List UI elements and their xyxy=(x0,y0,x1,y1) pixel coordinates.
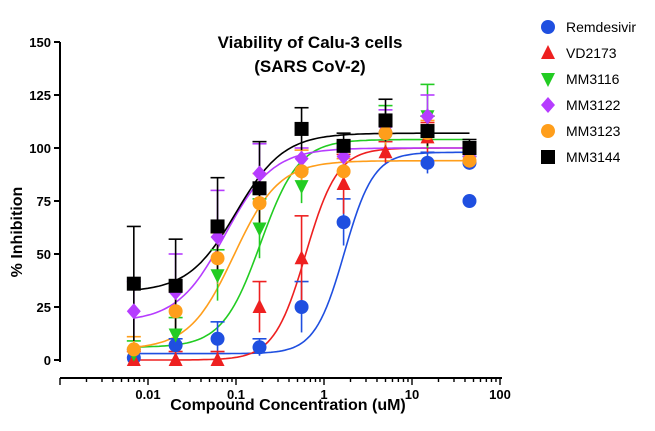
vd2173-point xyxy=(378,144,393,159)
mm3123-point xyxy=(210,251,225,266)
mm3116-point xyxy=(294,180,309,195)
mm3116-point xyxy=(210,269,225,284)
vd2173-point xyxy=(168,352,183,366)
x-tick-label: 10 xyxy=(405,387,419,402)
mm3144-point xyxy=(378,113,393,128)
mm3123-point xyxy=(252,196,267,211)
legend-remdesivir-label: Remdesivir xyxy=(566,19,636,35)
vd2173-point xyxy=(252,299,267,313)
remdesivir-point xyxy=(420,155,435,170)
x-tick-label: 0.01 xyxy=(135,387,160,402)
remdesivir-fit-curve xyxy=(133,151,470,355)
legend: Remdesivir VD2173 MM3116 MM3122 MM3123 MM3144 xyxy=(541,19,636,165)
mm3144-point xyxy=(126,276,141,291)
mm3123-point xyxy=(168,304,183,319)
remdesivir-point xyxy=(462,194,477,208)
mm3123-point xyxy=(378,126,393,141)
x-tick-label: 100 xyxy=(489,387,511,402)
legend-vd2173-marker xyxy=(541,45,555,59)
mm3122-point xyxy=(420,108,435,125)
y-tick-label: 75 xyxy=(37,194,51,209)
mm3144-point xyxy=(462,141,477,155)
y-tick-label: 50 xyxy=(37,247,51,262)
y-axis-title: % Inhibition xyxy=(9,187,26,278)
legend-mm3122-label: MM3122 xyxy=(566,97,621,113)
y-tick-label: 25 xyxy=(37,300,51,315)
mm3122-point xyxy=(126,303,141,320)
remdesivir-point xyxy=(168,338,183,353)
legend-mm3116-marker xyxy=(541,73,555,87)
mm3144-point xyxy=(420,124,435,139)
mm3123-point xyxy=(294,164,309,179)
legend-vd2173-label: VD2173 xyxy=(566,45,617,61)
vd2173-point xyxy=(294,250,309,265)
mm3144-point xyxy=(210,219,225,234)
x-tick-label: 0.1 xyxy=(227,387,245,402)
data-points xyxy=(126,108,477,366)
y-tick-label: 100 xyxy=(29,141,51,156)
legend-mm3116-label: MM3116 xyxy=(566,71,620,87)
legend-mm3144-marker xyxy=(541,150,555,164)
x-axis-title: Compound Concentration (uM) xyxy=(170,397,406,414)
mm3116-point xyxy=(168,328,183,343)
legend-mm3123-label: MM3123 xyxy=(566,123,621,139)
axes: 0 25 50 75 100 125 150 0.01 0.1 1 10 100 xyxy=(29,35,511,402)
remdesivir-point xyxy=(336,215,351,230)
legend-remdesivir-marker xyxy=(541,20,555,34)
mm3123-point xyxy=(336,164,351,179)
remdesivir-point xyxy=(252,340,267,355)
mm3144-point xyxy=(336,138,351,153)
remdesivir-point xyxy=(294,300,309,314)
legend-mm3122-marker xyxy=(541,97,555,113)
remdesivir-point xyxy=(210,331,225,346)
mm3116-point xyxy=(252,222,267,237)
chart-title-line-2: (SARS CoV-2) xyxy=(254,57,365,76)
mm3144-point xyxy=(294,121,309,136)
y-tick-label: 125 xyxy=(29,88,51,103)
legend-mm3123-marker xyxy=(541,124,555,138)
chart-title-line-1: Viability of Calu-3 cells xyxy=(218,33,403,52)
mm3123-point xyxy=(462,153,477,168)
y-tick-label: 0 xyxy=(44,353,51,368)
x-tick-label: 1 xyxy=(320,387,327,402)
mm3144-point xyxy=(168,278,183,293)
mm3122-point xyxy=(294,150,309,167)
y-tick-label: 150 xyxy=(29,35,51,50)
vd2173-point xyxy=(210,352,225,366)
legend-mm3144-label: MM3144 xyxy=(566,149,621,165)
mm3123-point xyxy=(126,342,141,357)
mm3144-point xyxy=(252,181,267,196)
vd2173-point xyxy=(336,176,351,191)
mm3122-point xyxy=(252,165,267,182)
